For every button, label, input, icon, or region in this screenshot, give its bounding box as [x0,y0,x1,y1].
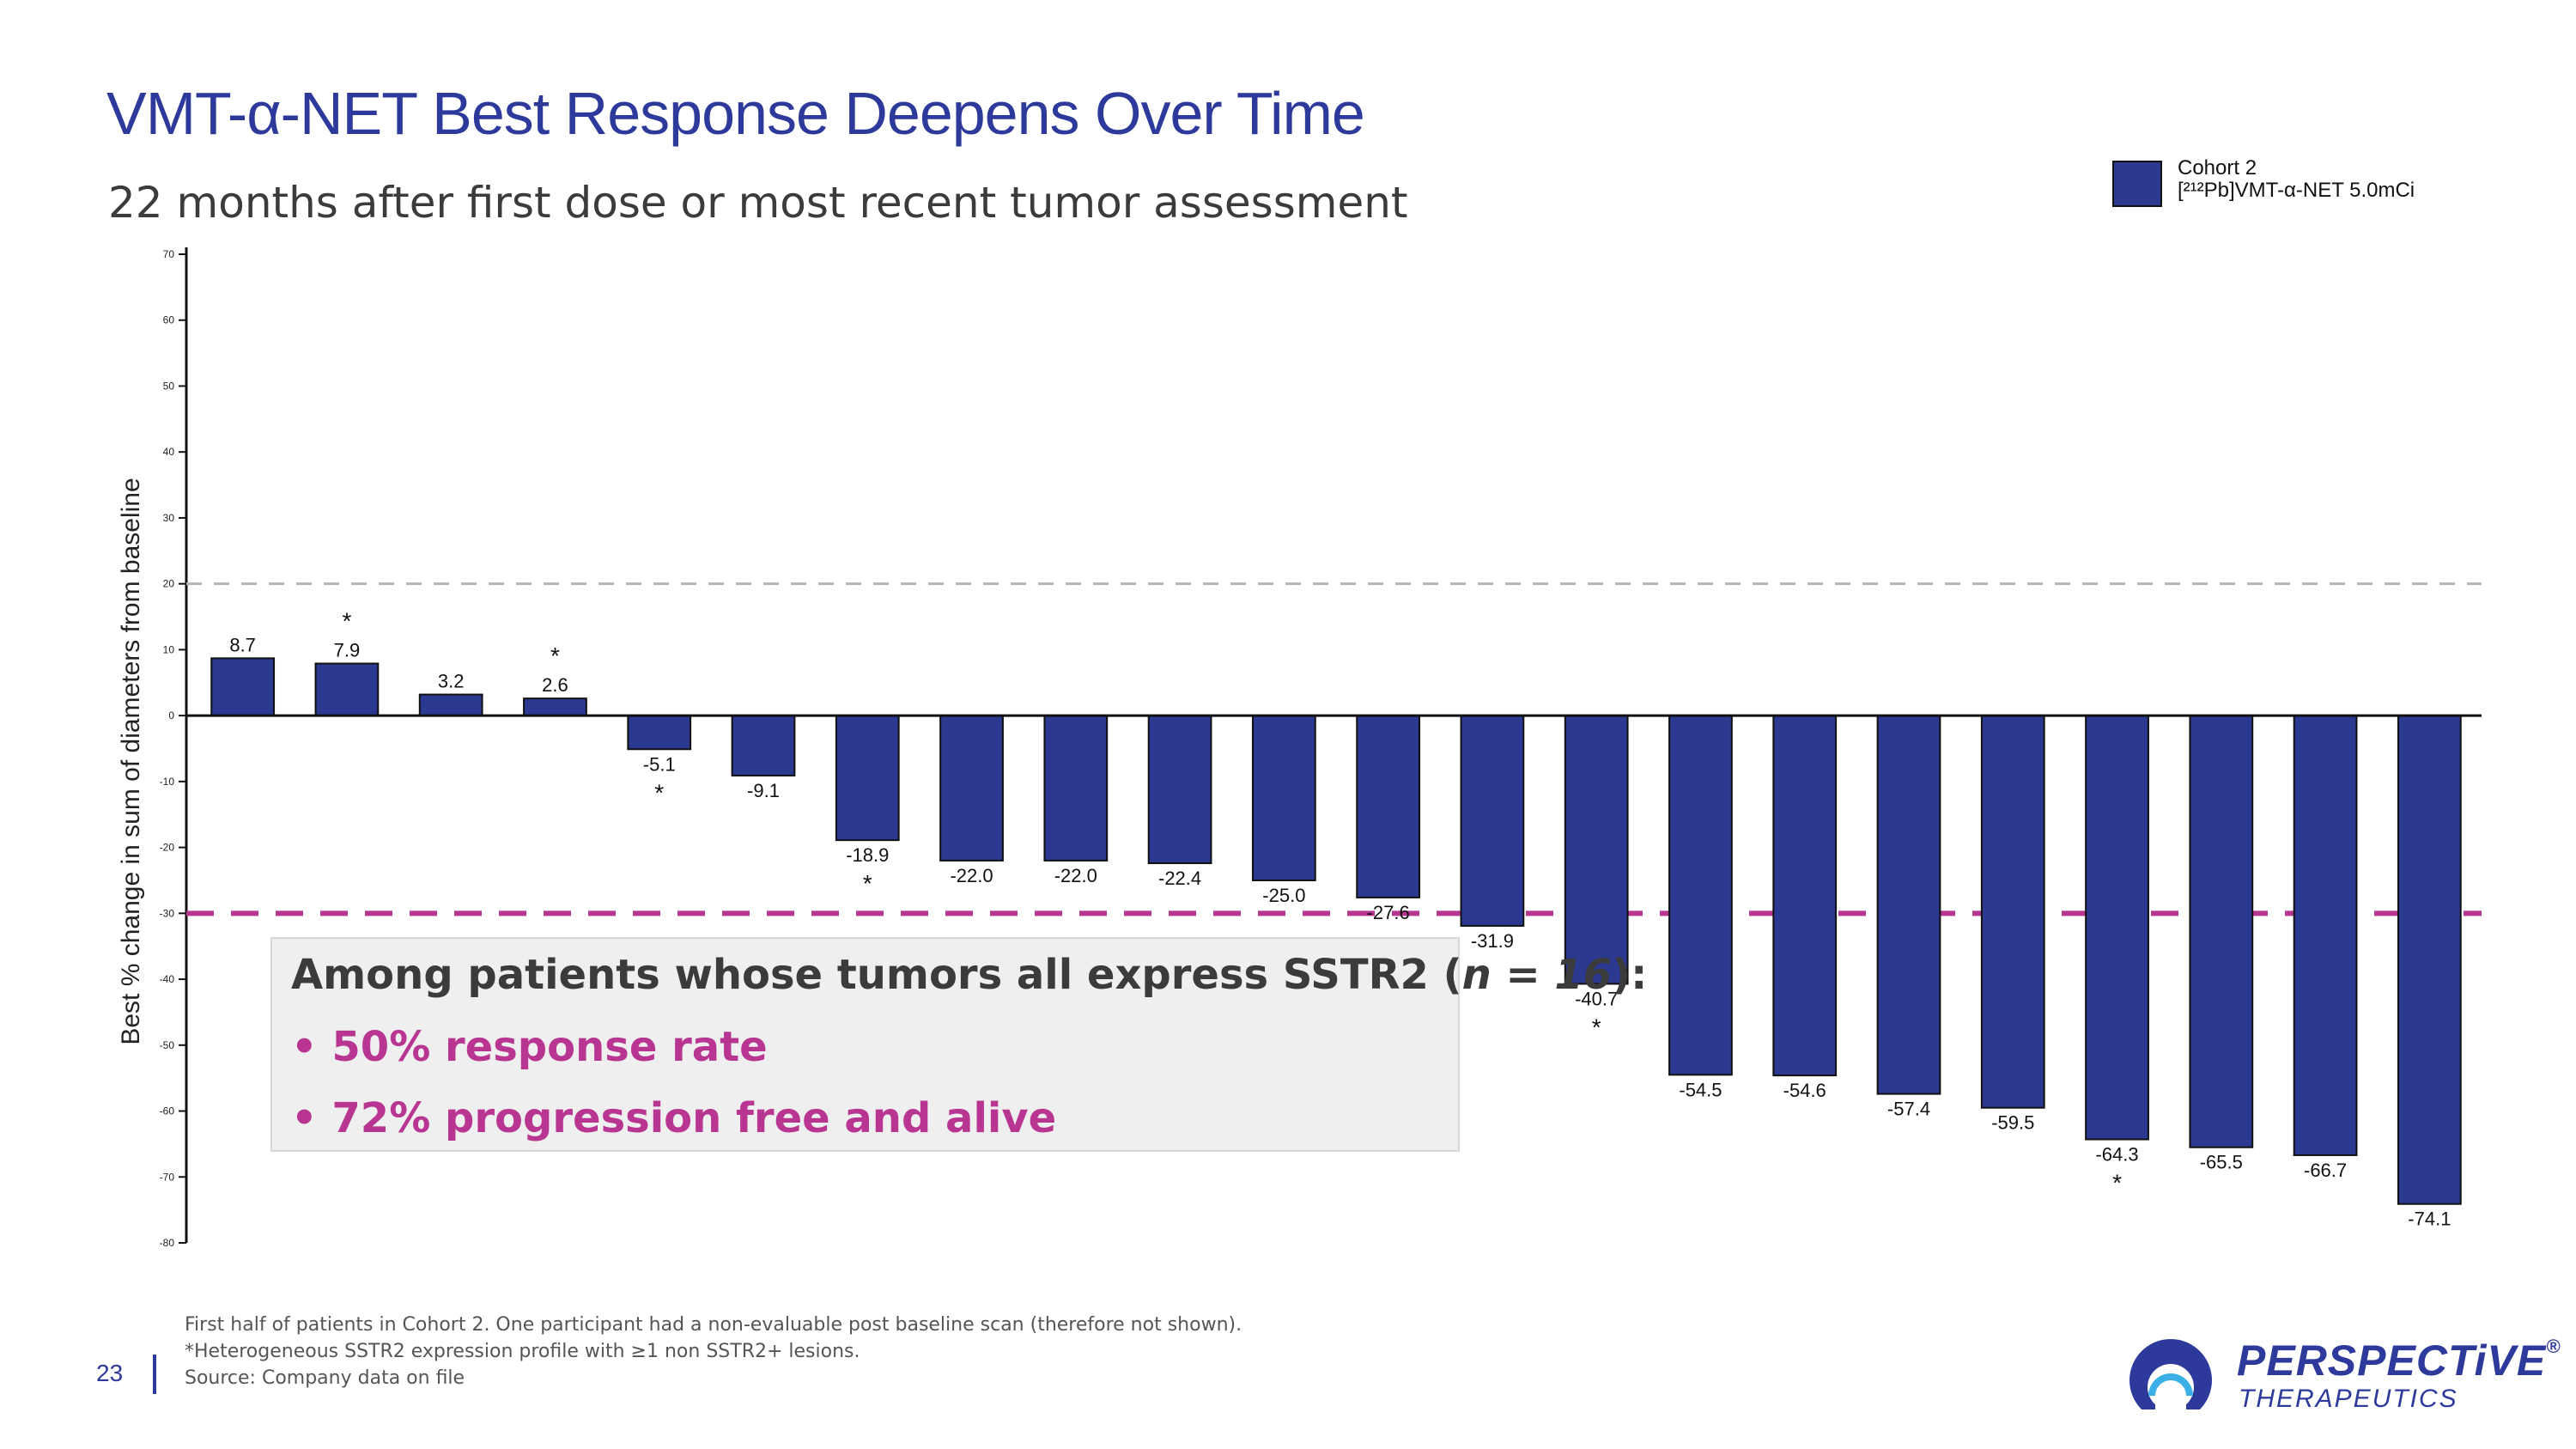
bar-value-label: -40.7 [1575,988,1618,1009]
bar [1356,715,1421,898]
logo-subtitle: THERAPEUTICS [2239,1385,2458,1413]
bar-asterisk: * [2112,1170,2122,1196]
y-tick-label: 50 [163,380,175,392]
bar-value-label: -57.4 [1887,1099,1930,1120]
callout-heading-n: n = 16 [1461,951,1613,999]
bar [1147,715,1212,865]
bar-value-label: 2.6 [542,674,568,696]
bar [1876,715,1941,1095]
legend-label: Cohort 2 [²¹²Pb]VMT-α-NET 5.0mCi [2178,157,2415,202]
bar-value-label: -22.4 [1158,868,1201,889]
bar [1043,715,1109,861]
bar-value-label: -74.1 [2408,1209,2451,1230]
callout-item-progression-free: • 72% progression free and alive [291,1094,1057,1142]
footnote-2: *Heterogeneous SSTR2 expression profile … [185,1341,860,1362]
chart-legend: Cohort 2 [²¹²Pb]VMT-α-NET 5.0mCi [2112,157,2415,207]
bar-value-label: 3.2 [438,671,465,692]
y-tick-label: -40 [160,973,175,985]
bar [939,715,1004,861]
callout-heading-prefix: Among patients whose tumors all express … [291,951,1462,999]
bar-value-label: -65.5 [2200,1152,2243,1173]
bar [2293,715,2358,1156]
bars [186,657,2482,1205]
bar [1460,715,1525,927]
y-tick-label: -50 [160,1039,175,1051]
callout-item-response-rate: • 50% response rate [291,1023,768,1071]
callout-heading-suffix: ): [1612,951,1648,999]
bar-asterisk: * [654,779,664,806]
bar-value-label: -27.6 [1367,902,1410,923]
bar [314,662,380,717]
y-tick-label: 30 [163,512,175,524]
bar-asterisk: * [550,642,560,669]
page-number: 23 [96,1360,124,1386]
footnote-source: Source: Company data on file [185,1367,465,1389]
bar-value-label: -54.6 [1783,1080,1826,1101]
bar [731,715,796,776]
bar [418,693,483,717]
bar-value-label: 8.7 [229,634,256,655]
bar-asterisk: * [863,870,872,897]
bar [1564,715,1629,985]
callout-heading: Among patients whose tumors all express … [291,951,1647,999]
bar-labels: 8.7 7.9 * 3.2 2.6 * -5.1 * -9.1 -18.9 * -22.0 -22.0 -… [229,608,2451,1230]
bar [2397,715,2462,1205]
legend-line-1: Cohort 2 [2178,156,2257,180]
bar-value-label: -59.5 [1991,1112,2034,1134]
bar-value-label: -18.9 [846,844,889,866]
legend-swatch [2112,161,2162,207]
y-tick-label: -70 [160,1171,175,1183]
bar-value-label: -25.0 [1262,885,1305,906]
company-logo: PERSPECTiVE® THERAPEUTICS [2121,1327,2560,1426]
bar [2085,715,2149,1141]
bar [1251,715,1316,881]
y-tick-label: -10 [160,776,175,788]
page-subtitle: 22 months after first dose or most recen… [108,178,1408,228]
footnote-1: First half of patients in Cohort 2. One … [185,1314,1242,1336]
bar-value-label: -5.1 [643,753,676,775]
bar-value-label: -22.0 [950,865,993,886]
y-tick-label: -30 [160,907,175,919]
bar-value-label: -64.3 [2095,1144,2138,1166]
y-tick-label: 10 [163,643,175,655]
bar [523,697,587,717]
y-axis: 70 60 50 40 30 20 10 0 -10 -20 -30 -40 -50 -60 -70 -80 B… [117,247,188,1249]
bar-value-label: -54.5 [1679,1079,1722,1100]
y-tick-label: 70 [163,248,175,260]
page-title: VMT-α-NET Best Response Deepens Over Tim… [106,80,1365,147]
bar [1980,715,2045,1109]
bar [1772,715,1838,1077]
summary-callout: Among patients whose tumors all express … [270,937,1647,1152]
bar-value-label: -31.9 [1471,930,1514,952]
bar-value-label: -22.0 [1054,865,1097,886]
bar [835,715,900,842]
bar [2189,715,2254,1148]
logo-registered-mark: ® [2546,1336,2561,1357]
bar-value-label: 7.9 [334,640,361,661]
y-tick-label: -20 [160,842,175,854]
y-axis-title: Best % change in sum of diameters from b… [117,478,145,1044]
y-tick-label: -80 [160,1237,175,1249]
bar-asterisk: * [1592,1014,1601,1040]
logo-wordmark: PERSPECTiVE® [2237,1336,2561,1385]
y-tick-label: 40 [163,446,175,458]
y-tick-label: 0 [168,709,174,721]
bar [1668,715,1733,1076]
bar-value-label: -66.7 [2304,1160,2347,1181]
bar [627,715,692,751]
y-tick-label: 20 [163,578,175,590]
logo-word: PERSPECTiVE [2237,1336,2547,1385]
bar [210,657,276,717]
bar-asterisk: * [342,608,351,635]
bar-value-label: -9.1 [747,780,780,801]
footnotes: First half of patients in Cohort 2. One … [185,1312,1242,1391]
page-number-divider [153,1355,156,1394]
legend-line-2: [²¹²Pb]VMT-α-NET 5.0mCi [2178,179,2415,202]
reference-lines [186,582,2482,916]
logo-arch-icon [2121,1339,2224,1426]
y-tick-label: 60 [163,314,175,326]
y-tick-label: -60 [160,1105,175,1117]
